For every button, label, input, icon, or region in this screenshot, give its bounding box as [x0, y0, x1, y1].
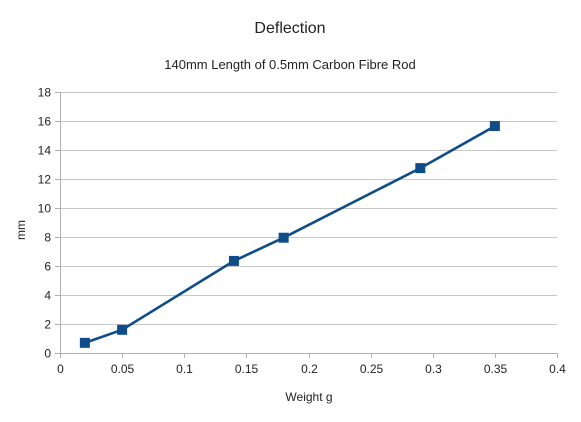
y-tick-label: 18 — [38, 86, 52, 100]
x-tick-label: 0.25 — [360, 362, 384, 376]
data-point-marker — [228, 255, 239, 266]
y-tick-label: 8 — [44, 231, 51, 245]
chart-subtitle: 140mm Length of 0.5mm Carbon Fibre Rod — [164, 57, 415, 72]
data-point-marker — [415, 163, 426, 174]
chart-title: Deflection — [254, 20, 325, 37]
data-point-marker — [278, 232, 289, 243]
axis-layer — [55, 92, 558, 358]
x-tick-label: 0.2 — [301, 362, 318, 376]
grid-layer — [60, 92, 557, 354]
data-point-marker — [117, 324, 128, 335]
y-axis-label: mm — [14, 220, 28, 240]
x-tick-label: 0 — [57, 362, 64, 376]
x-tick-label: 0.1 — [176, 362, 193, 376]
series-line — [84, 124, 496, 345]
x-tick-label: 0.15 — [235, 362, 259, 376]
y-tick-label: 16 — [38, 115, 52, 129]
y-tick-label: 10 — [38, 202, 52, 216]
y-tick-label: 0 — [44, 347, 51, 361]
y-tick-label: 2 — [44, 318, 51, 332]
x-tick-label: 0.05 — [111, 362, 135, 376]
x-tick-label: 0.3 — [425, 362, 442, 376]
y-tick-label: 4 — [44, 289, 51, 303]
x-tick-label: 0.4 — [549, 362, 566, 376]
data-point-marker — [79, 337, 90, 348]
y-tick-label: 6 — [44, 260, 51, 274]
data-point-marker — [489, 121, 500, 132]
y-tick-label: 12 — [38, 173, 52, 187]
x-tick-label: 0.35 — [484, 362, 508, 376]
y-tick-label: 14 — [38, 144, 52, 158]
tick-label-layer: 0 2 4 6 8 10 12 14 16 18 0 0.05 0.1 0.15 0.2 0.25 0.3 0.3… — [38, 86, 567, 377]
x-axis-label: Weight g — [285, 390, 332, 404]
series-layer — [79, 121, 500, 348]
